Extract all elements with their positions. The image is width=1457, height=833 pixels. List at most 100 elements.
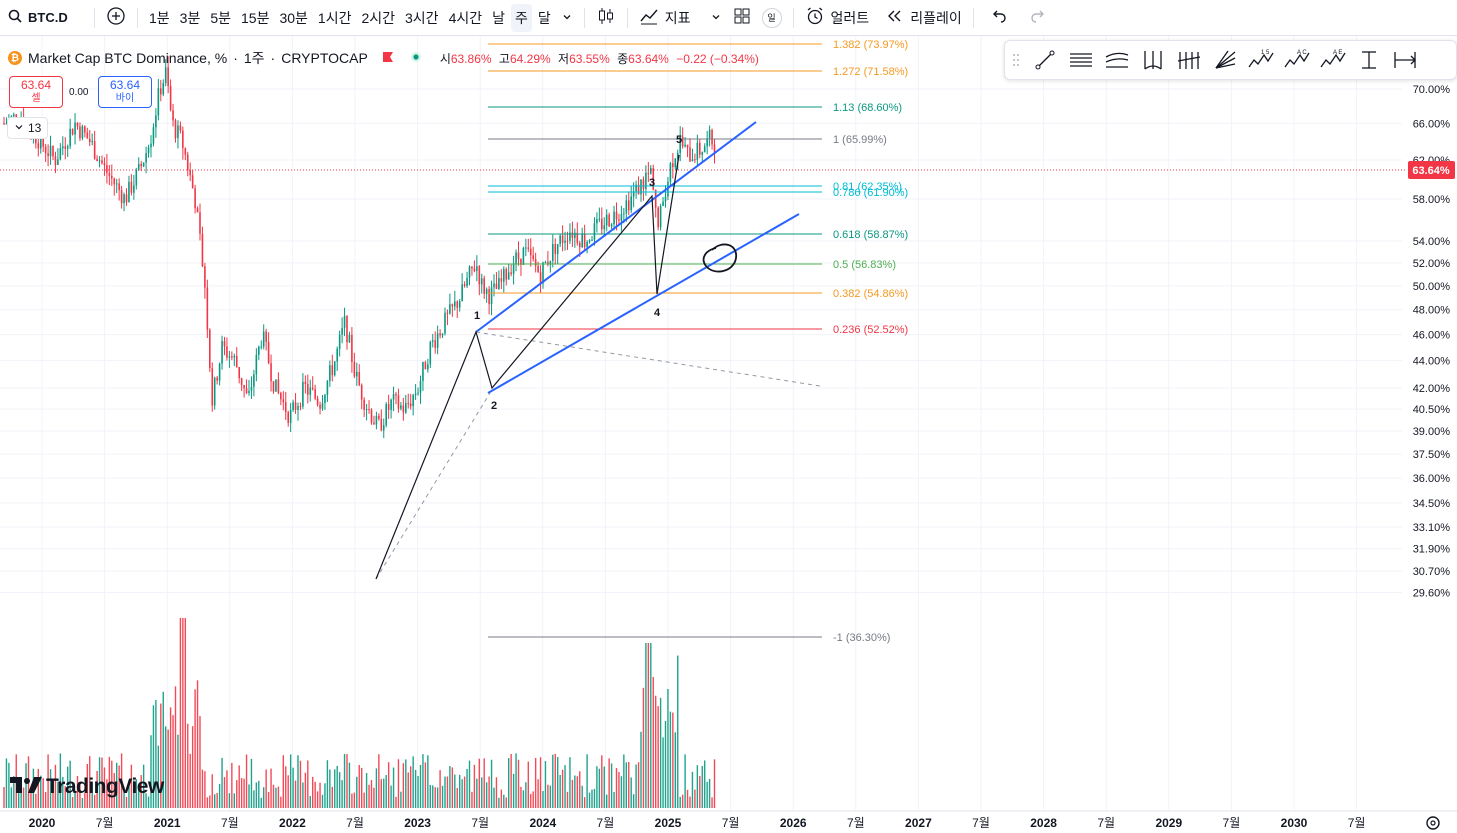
interval-4[interactable]: 30분: [279, 9, 308, 26]
flag-icon[interactable]: [382, 50, 394, 66]
candle-body: [598, 218, 601, 220]
fib-level-label: 0.5 (56.83%): [833, 259, 896, 271]
symbol-search[interactable]: BTC.D: [0, 9, 88, 26]
freehand-circle-drawing[interactable]: [702, 243, 737, 273]
candle-body: [657, 207, 659, 228]
fan-tool-icon[interactable]: [1207, 45, 1243, 75]
dashed-projection-line[interactable]: [475, 331, 821, 387]
candle-body: [74, 122, 76, 135]
channel-lower-line[interactable]: [487, 213, 800, 394]
compare-add-button[interactable]: [102, 4, 130, 32]
candle-body: [309, 387, 312, 395]
volume-bar: [42, 778, 44, 808]
volume-bar: [167, 729, 169, 808]
wave-ae-tool-icon[interactable]: A E: [1315, 45, 1351, 75]
volume-bar: [397, 759, 400, 808]
candle-body: [632, 191, 635, 197]
settings-gear-icon[interactable]: [1426, 816, 1440, 830]
drag-handle-icon[interactable]: [1005, 45, 1027, 75]
fib-extension-drawing[interactable]: 1.382 (73.97%) 1.272 (71.58%) 1.13 (68.60%…: [488, 39, 908, 644]
price-tick-label: 33.10%: [1413, 522, 1451, 534]
volume-bar: [456, 787, 458, 808]
interval-10[interactable]: 주: [511, 3, 532, 32]
wave-label: 4: [654, 307, 661, 319]
volume-bar: [598, 768, 601, 808]
undo-button[interactable]: [986, 4, 1012, 32]
indicators-label: 지표: [664, 9, 691, 26]
candle-body: [49, 145, 52, 157]
dashed-wave-base-line[interactable]: [375, 392, 491, 580]
volume-bar: [13, 776, 15, 808]
interval-11[interactable]: 달: [537, 9, 551, 26]
interval-1[interactable]: 3분: [179, 9, 201, 26]
wave-15-tool-icon[interactable]: 1 5: [1243, 45, 1279, 75]
volume-bar: [57, 781, 59, 808]
buy-button[interactable]: 63.64 바이: [98, 76, 152, 108]
candle-body: [113, 178, 116, 185]
time-axis[interactable]: 2020 7월 2021 7월 2022 7월 2023 7월 2024 7월 2025 7월 2026…: [0, 810, 1457, 830]
interval-5[interactable]: 1시간: [317, 9, 352, 26]
volume-bar: [120, 753, 123, 808]
interval-8[interactable]: 4시간: [448, 9, 483, 26]
indicators-collapse-toggle[interactable]: 13: [7, 117, 49, 139]
indicators-button[interactable]: 지표: [635, 4, 695, 32]
redo-button[interactable]: [1025, 4, 1051, 32]
alert-button[interactable]: 얼러트: [801, 4, 874, 32]
trend-line-tool-icon[interactable]: [1027, 45, 1063, 75]
candle-body: [480, 278, 483, 285]
trend-drawings[interactable]: 1 2 3 4 5: [0, 121, 1405, 580]
price-tick-label: 37.50%: [1413, 449, 1451, 461]
fib-level-label: 1.13 (68.60%): [833, 102, 902, 114]
volume-bar: [537, 779, 539, 808]
candle-body: [650, 168, 652, 174]
replay-button[interactable]: 리플레이: [882, 4, 966, 32]
volume-bar: [346, 754, 348, 808]
volume-bar: [189, 753, 191, 808]
horizontal-lines-tool-icon[interactable]: [1063, 45, 1099, 75]
chart-type-button[interactable]: [592, 4, 620, 32]
interval-dropdown-button[interactable]: [557, 4, 577, 32]
pitchfork-tool-icon[interactable]: [1135, 45, 1171, 75]
chart-canvas[interactable]: 1.382 (73.97%) 1.272 (71.58%) 1.13 (68.60%…: [0, 36, 1457, 833]
volume-bar: [253, 790, 255, 808]
interval-2[interactable]: 5분: [210, 9, 232, 26]
interval-0[interactable]: 1분: [149, 9, 170, 26]
candle-body: [152, 127, 155, 144]
elliott-wave-path[interactable]: [375, 154, 680, 580]
sell-button[interactable]: 63.64 셀: [9, 76, 63, 108]
date-range-tool-icon[interactable]: [1387, 45, 1423, 75]
candle-body: [512, 264, 515, 274]
buy-label: 바이: [115, 93, 135, 104]
tradingview-logo[interactable]: TradingView: [10, 775, 164, 799]
volume-bar: [62, 776, 64, 808]
ohlc-values: 시63.86% 고64.29% 저63.55% 종63.64% −0.22 (−…: [440, 50, 759, 67]
volume-bar: [250, 758, 253, 808]
candle-body: [522, 247, 525, 265]
candle-body: [544, 261, 547, 263]
fib-channel-tool-icon[interactable]: [1099, 45, 1135, 75]
indicators-dropdown-button[interactable]: [706, 4, 726, 32]
layouts-button[interactable]: [728, 4, 756, 32]
candle-body: [564, 240, 566, 243]
volume-bar: [481, 777, 483, 808]
interval-3[interactable]: 15분: [241, 9, 270, 26]
layout-badge[interactable]: 일: [758, 4, 786, 32]
time-tick-label: 2021: [154, 816, 181, 830]
price-axis[interactable]: 70.00%66.00%62.00%58.00%54.00%52.00%50.0…: [1408, 84, 1455, 600]
channel-upper-line[interactable]: [475, 121, 757, 333]
candle-body: [659, 206, 662, 228]
volume-bar: [429, 784, 431, 808]
vertical-lines-tool-icon[interactable]: [1171, 45, 1207, 75]
interval-6[interactable]: 2시간: [361, 9, 396, 26]
candle-body: [42, 133, 44, 147]
candle-body: [507, 272, 510, 280]
candle-body: [630, 196, 632, 211]
candle-body: [240, 378, 243, 386]
wave-ac-tool-icon[interactable]: A C: [1279, 45, 1315, 75]
anchored-text-tool-icon[interactable]: [1351, 45, 1387, 75]
interval-9[interactable]: 날: [492, 9, 505, 26]
interval-7[interactable]: 3시간: [405, 9, 439, 26]
candle-body: [490, 287, 493, 305]
volume-bar: [569, 757, 571, 808]
legend-title[interactable]: Market Cap BTC Dominance, %: [28, 50, 228, 66]
